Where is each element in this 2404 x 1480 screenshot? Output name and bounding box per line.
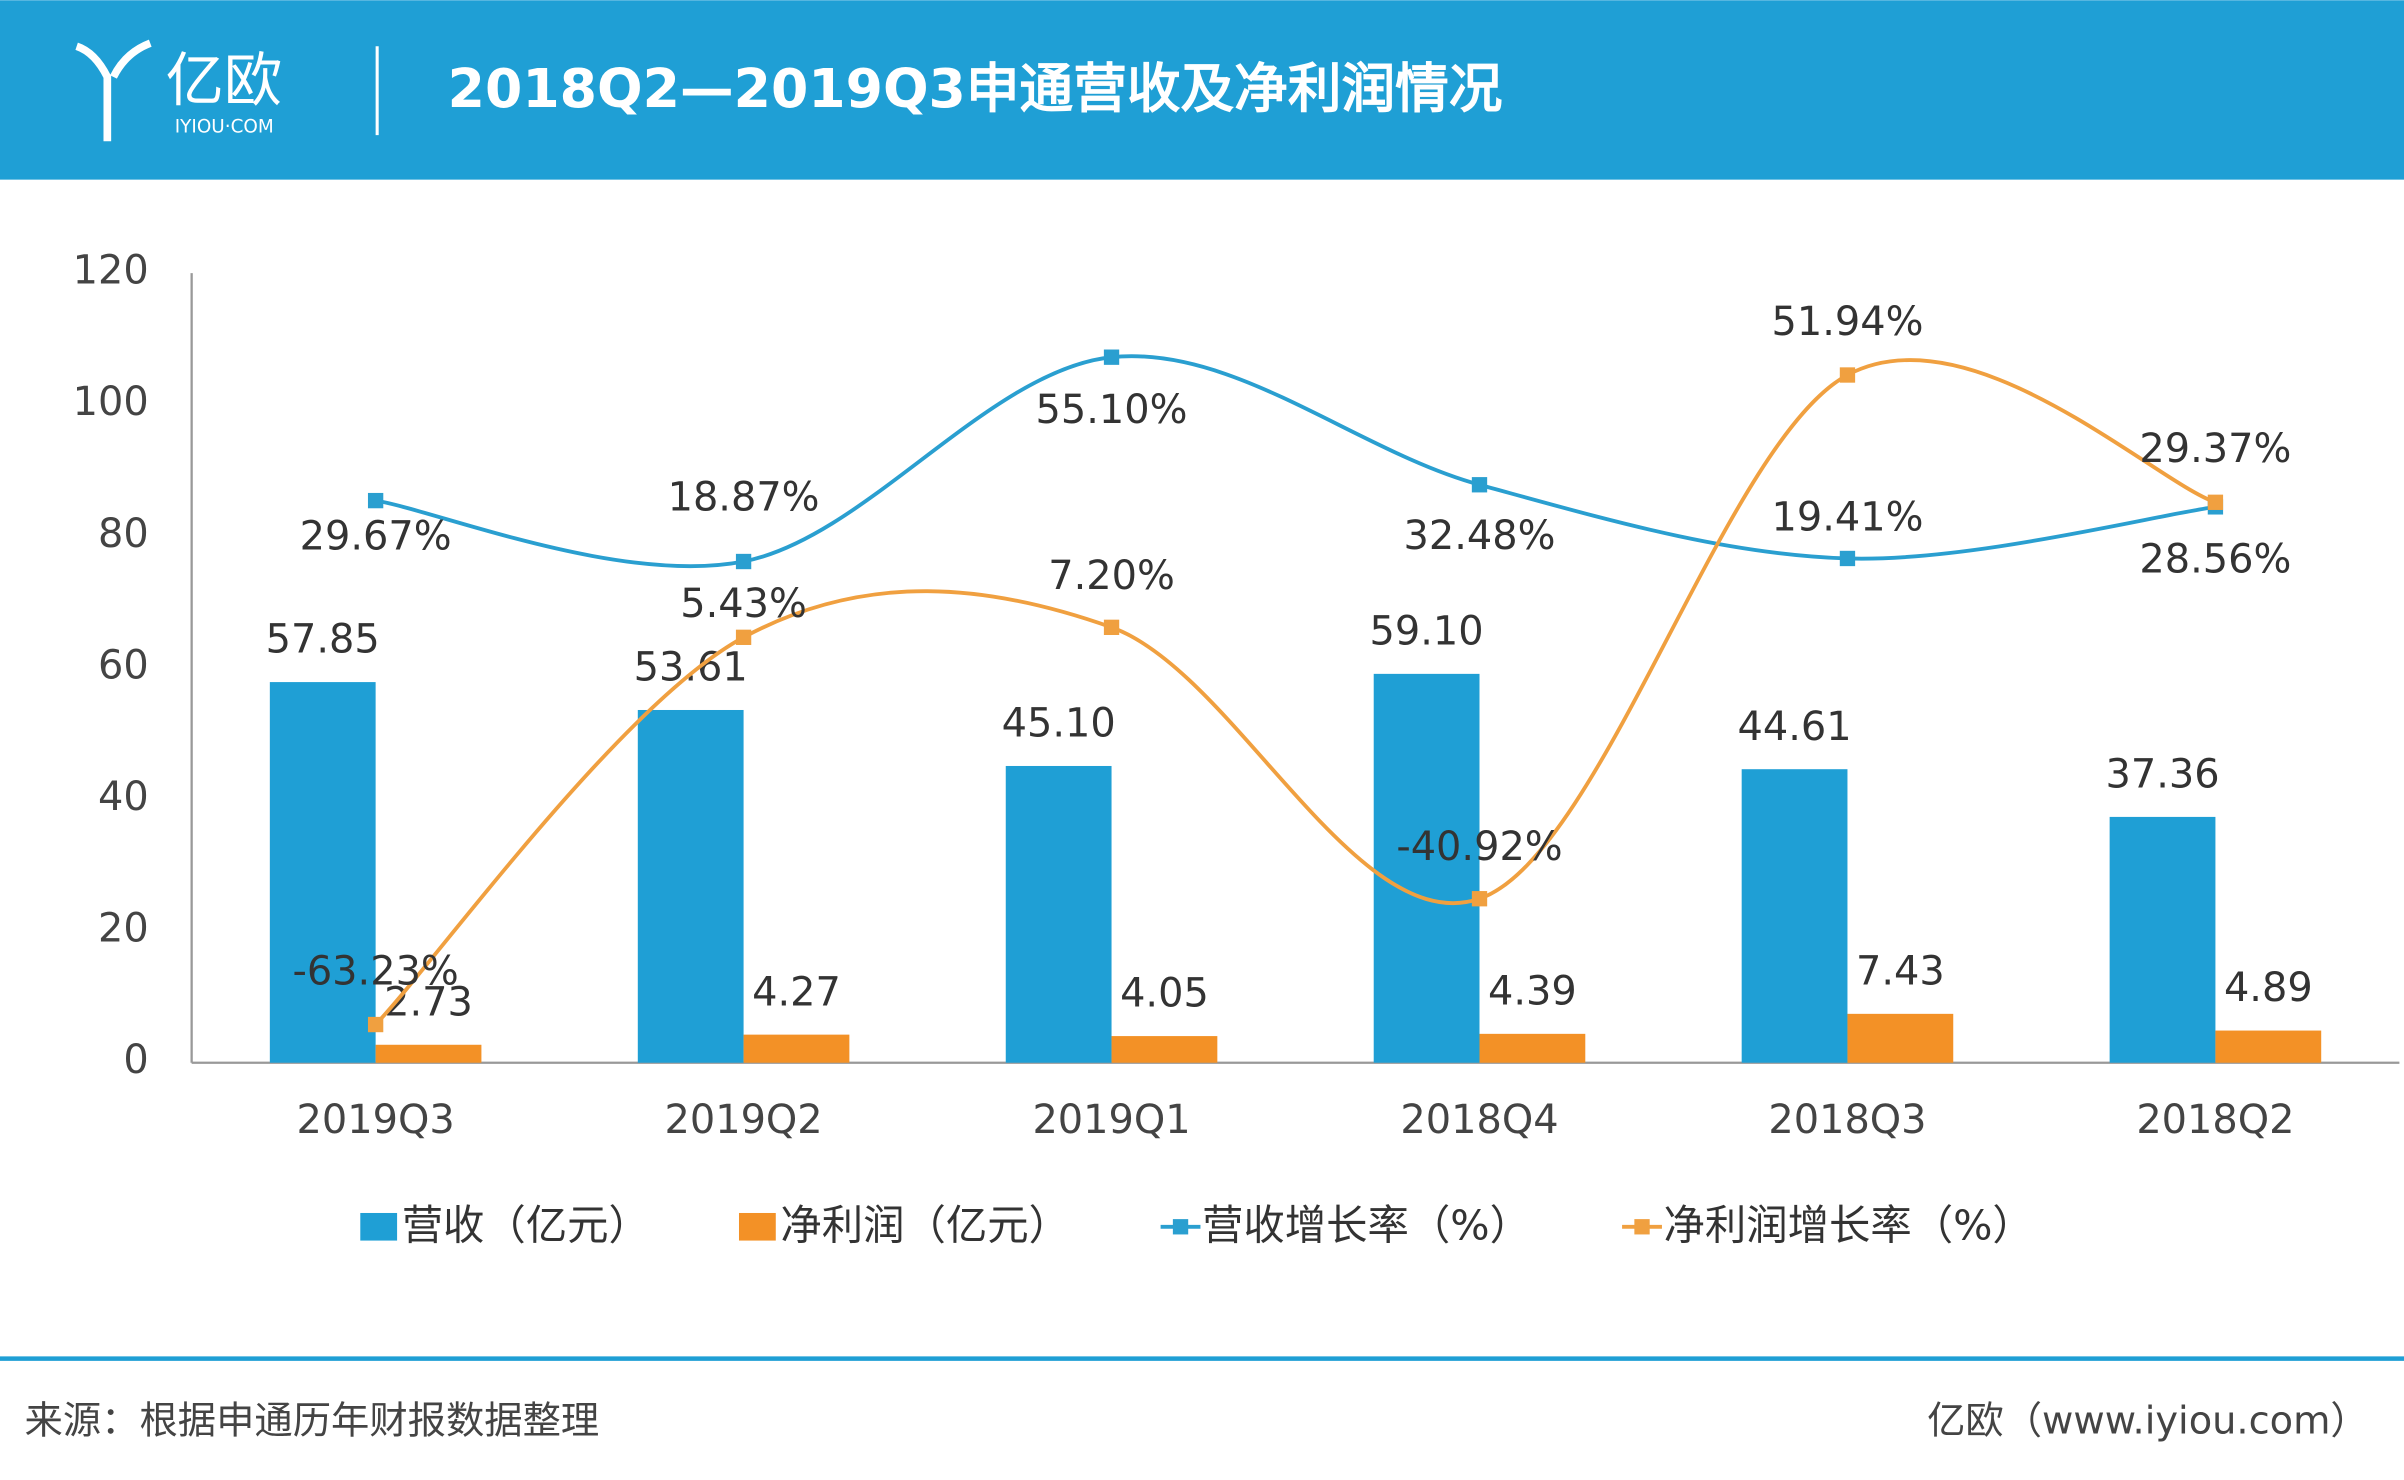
bar-label: 45.10: [1002, 701, 1116, 747]
bar-label: 4.27: [752, 969, 841, 1015]
y-tick-label: 40: [98, 774, 149, 820]
y-tick-label: 100: [73, 379, 149, 425]
y-tick-label: 80: [98, 511, 149, 557]
line-label: 19.41%: [1771, 495, 1923, 541]
line-marker: [367, 1016, 384, 1033]
line-label: 55.10%: [1036, 387, 1188, 433]
bar-label: 37.36: [2105, 752, 2219, 798]
footer-site: 亿欧（www.iyiou.com）: [1927, 1399, 2369, 1444]
line-label: 51.94%: [1771, 299, 1923, 345]
bar-label: 53.61: [634, 645, 748, 691]
x-tick-label: 2018Q3: [1768, 1097, 1926, 1143]
bar: [1741, 769, 1848, 1063]
legend-marker: [1172, 1219, 1189, 1235]
line-label: -40.92%: [1396, 824, 1562, 870]
y-tick-label: 20: [98, 906, 149, 952]
logo-sub: IYIOU·COM: [175, 117, 274, 138]
chart-title: 2018Q2—2019Q3申通营收及净利润情况: [448, 57, 1503, 120]
legend-label: 净利润（亿元）: [780, 1201, 1070, 1249]
bar-label: 2.73: [384, 979, 473, 1025]
bar: [1373, 673, 1480, 1063]
bar-label: 4.39: [1488, 968, 1577, 1014]
bar: [269, 682, 376, 1063]
x-tick-label: 2019Q3: [297, 1097, 455, 1143]
bar: [743, 1034, 850, 1063]
line-marker: [735, 553, 752, 570]
bar: [637, 709, 744, 1063]
y-tick-label: 60: [98, 642, 149, 688]
header-band: [0, 0, 2404, 180]
bar: [2109, 816, 2216, 1063]
bar: [375, 1044, 482, 1063]
y-tick-label: 120: [73, 248, 149, 294]
footer-source: 来源：根据申通历年财报数据整理: [25, 1399, 600, 1444]
bar-label: 44.61: [1738, 704, 1852, 750]
y-tick-label: 0: [123, 1037, 148, 1083]
line-marker: [2207, 494, 2224, 510]
logo-text: 亿欧: [166, 47, 283, 115]
line-label: 29.67%: [300, 513, 452, 559]
line-label: 32.48%: [1404, 513, 1556, 559]
line-marker: [1839, 550, 1856, 567]
bar: [1479, 1033, 1586, 1063]
bar: [2215, 1030, 2322, 1063]
line-marker: [1103, 349, 1120, 365]
legend-label: 净利润增长率（%）: [1663, 1201, 2033, 1249]
line-label: 29.37%: [2139, 426, 2291, 472]
line: [374, 358, 2217, 1026]
line-marker: [1103, 619, 1120, 636]
legend-marker: [1634, 1219, 1650, 1235]
line-label: 5.43%: [680, 581, 807, 627]
bar-label: 59.10: [1370, 609, 1484, 655]
legend-swatch: [360, 1212, 398, 1241]
bar: [1847, 1013, 1954, 1063]
legend-label: 营收增长率（%）: [1202, 1201, 1531, 1249]
bar-label: 4.05: [1120, 971, 1209, 1017]
legend-swatch: [738, 1212, 776, 1241]
line-label: 18.87%: [668, 475, 820, 521]
bar-label: 57.85: [266, 617, 380, 663]
legend-label: 营收（亿元）: [402, 1201, 650, 1249]
x-tick-label: 2018Q2: [2136, 1097, 2294, 1143]
line-label: 28.56%: [2139, 537, 2291, 583]
line-marker: [1839, 367, 1856, 383]
bar-label: 4.89: [2224, 965, 2313, 1011]
logo: [75, 39, 152, 142]
line-label: 7.20%: [1048, 553, 1175, 599]
line-label: -63.23%: [292, 948, 458, 994]
bar: [1005, 765, 1112, 1063]
bar: [1111, 1036, 1218, 1063]
line-marker: [367, 492, 384, 509]
bar-label: 7.43: [1856, 948, 1945, 994]
x-tick-label: 2019Q2: [664, 1097, 822, 1143]
x-tick-label: 2018Q4: [1400, 1097, 1558, 1143]
line-marker: [1471, 477, 1488, 493]
x-tick-label: 2019Q1: [1032, 1097, 1190, 1143]
line-marker: [1471, 891, 1488, 907]
line-marker: [735, 629, 752, 645]
line: [375, 354, 2216, 569]
